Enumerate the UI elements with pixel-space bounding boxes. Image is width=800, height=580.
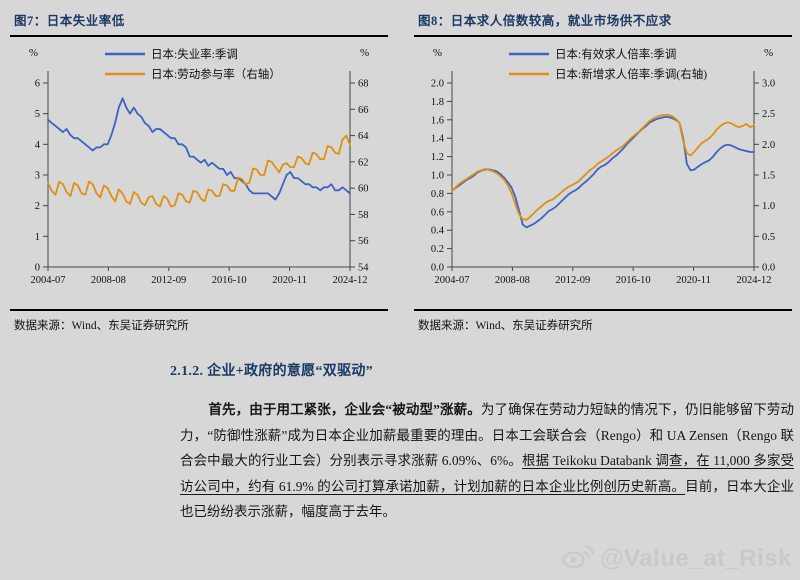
figure-8-source: 数据来源：Wind、东吴证券研究所 [414,309,792,333]
svg-text:0.6: 0.6 [431,207,444,218]
svg-text:%: % [764,47,773,59]
section-heading: 2.1.2. 企业+政府的意愿“双驱动” [170,364,373,379]
svg-text:2020-11: 2020-11 [676,275,711,286]
figure-7-source: 数据来源：Wind、东吴证券研究所 [10,309,388,333]
svg-text:2016-10: 2016-10 [616,275,651,286]
svg-text:68: 68 [358,79,369,90]
svg-text:2012-09: 2012-09 [555,275,590,286]
svg-text:2.0: 2.0 [431,79,444,90]
svg-text:%: % [29,47,38,59]
svg-text:2: 2 [35,201,40,212]
svg-text:2024-12: 2024-12 [333,275,368,286]
paragraph-normal-2: 目前，日本大企业也已纷纷表示涨薪，幅度高于去年。 [180,478,794,520]
svg-text:3.0: 3.0 [762,79,775,90]
svg-text:0.4: 0.4 [431,226,445,237]
figure-7-title: 图7：日本失业率低 [10,6,388,37]
watermark-handle: @Value_at_Risk [600,545,792,572]
body-paragraph: 首先，由于用工紧张，企业会“被动型”涨薪。为了确保在劳动力短缺的情况下，仍旧能够… [180,397,794,525]
svg-text:0.2: 0.2 [431,244,444,255]
svg-text:日本:失业率:季调: 日本:失业率:季调 [151,47,238,61]
svg-text:0.5: 0.5 [762,232,775,243]
svg-text:66: 66 [358,105,369,116]
svg-text:0.0: 0.0 [762,263,775,274]
svg-text:2004-07: 2004-07 [31,275,66,286]
svg-text:2008-08: 2008-08 [91,275,126,286]
svg-text:58: 58 [358,210,369,221]
svg-text:%: % [360,47,369,59]
svg-text:1.0: 1.0 [431,171,444,182]
paragraph-normal-1: 为了确保在劳动力短缺的情况下，仍旧能够留下劳动力，“防御性涨薪”成为日本企业加薪… [180,402,795,468]
svg-text:64: 64 [358,131,369,142]
svg-text:1.4: 1.4 [431,134,445,145]
svg-text:2016-10: 2016-10 [212,275,247,286]
svg-text:1.8: 1.8 [431,97,444,108]
svg-text:5: 5 [35,109,40,120]
svg-text:%: % [433,47,442,59]
svg-text:0.8: 0.8 [431,189,444,200]
watermark: @Value_at_Risk [562,542,792,576]
svg-text:2004-07: 2004-07 [435,275,470,286]
svg-text:日本:劳动参与率（右轴）: 日本:劳动参与率（右轴） [151,67,281,81]
svg-text:日本:新增求人倍率:季调(右轴): 日本:新增求人倍率:季调(右轴) [555,67,707,81]
paragraph-underlined: 根据 Teikoku Databank 调查，在 11,000 多家受访公司中，… [180,453,794,494]
svg-text:1: 1 [35,232,40,243]
paragraph-bold-lead: 首先，由于用工紧张，企业会“被动型”涨薪。 [208,402,481,417]
svg-text:0.0: 0.0 [431,263,444,274]
svg-text:1.5: 1.5 [762,171,775,182]
svg-text:2020-11: 2020-11 [272,275,307,286]
svg-text:2.0: 2.0 [762,140,775,151]
svg-text:2008-08: 2008-08 [495,275,530,286]
svg-text:60: 60 [358,184,369,195]
svg-text:1.0: 1.0 [762,201,775,212]
svg-text:日本:有效求人倍率:季调: 日本:有效求人倍率:季调 [555,47,676,61]
figure-8-panel: 图8：日本求人倍数较高，就业市场供不应求 日本:有效求人倍率:季调日本:新增求人… [414,6,792,333]
weibo-icon [562,542,595,576]
svg-text:6: 6 [35,79,40,90]
svg-text:0: 0 [35,263,40,274]
svg-text:2024-12: 2024-12 [737,275,772,286]
svg-text:4: 4 [35,140,41,151]
svg-text:56: 56 [358,236,369,247]
figure-7-panel: 图7：日本失业率低 日本:失业率:季调 日本:劳动参与率（右轴）%% 0 1 2 3 4 5 6… [10,6,388,333]
svg-text:1.6: 1.6 [431,115,444,126]
svg-text:2012-09: 2012-09 [151,275,186,286]
figures-row: 图7：日本失业率低 日本:失业率:季调 日本:劳动参与率（右轴）%% 0 1 2 3 4 5 6… [10,6,792,333]
svg-text:54: 54 [358,263,369,274]
svg-text:1.2: 1.2 [431,152,444,163]
svg-text:2.5: 2.5 [762,109,775,120]
figure-8-title: 图8：日本求人倍数较高，就业市场供不应求 [414,6,792,37]
svg-text:3: 3 [35,171,40,182]
body-text-block: 2.1.2. 企业+政府的意愿“双驱动” 首先，由于用工紧张，企业会“被动型”涨… [170,360,794,525]
svg-text:62: 62 [358,157,369,168]
